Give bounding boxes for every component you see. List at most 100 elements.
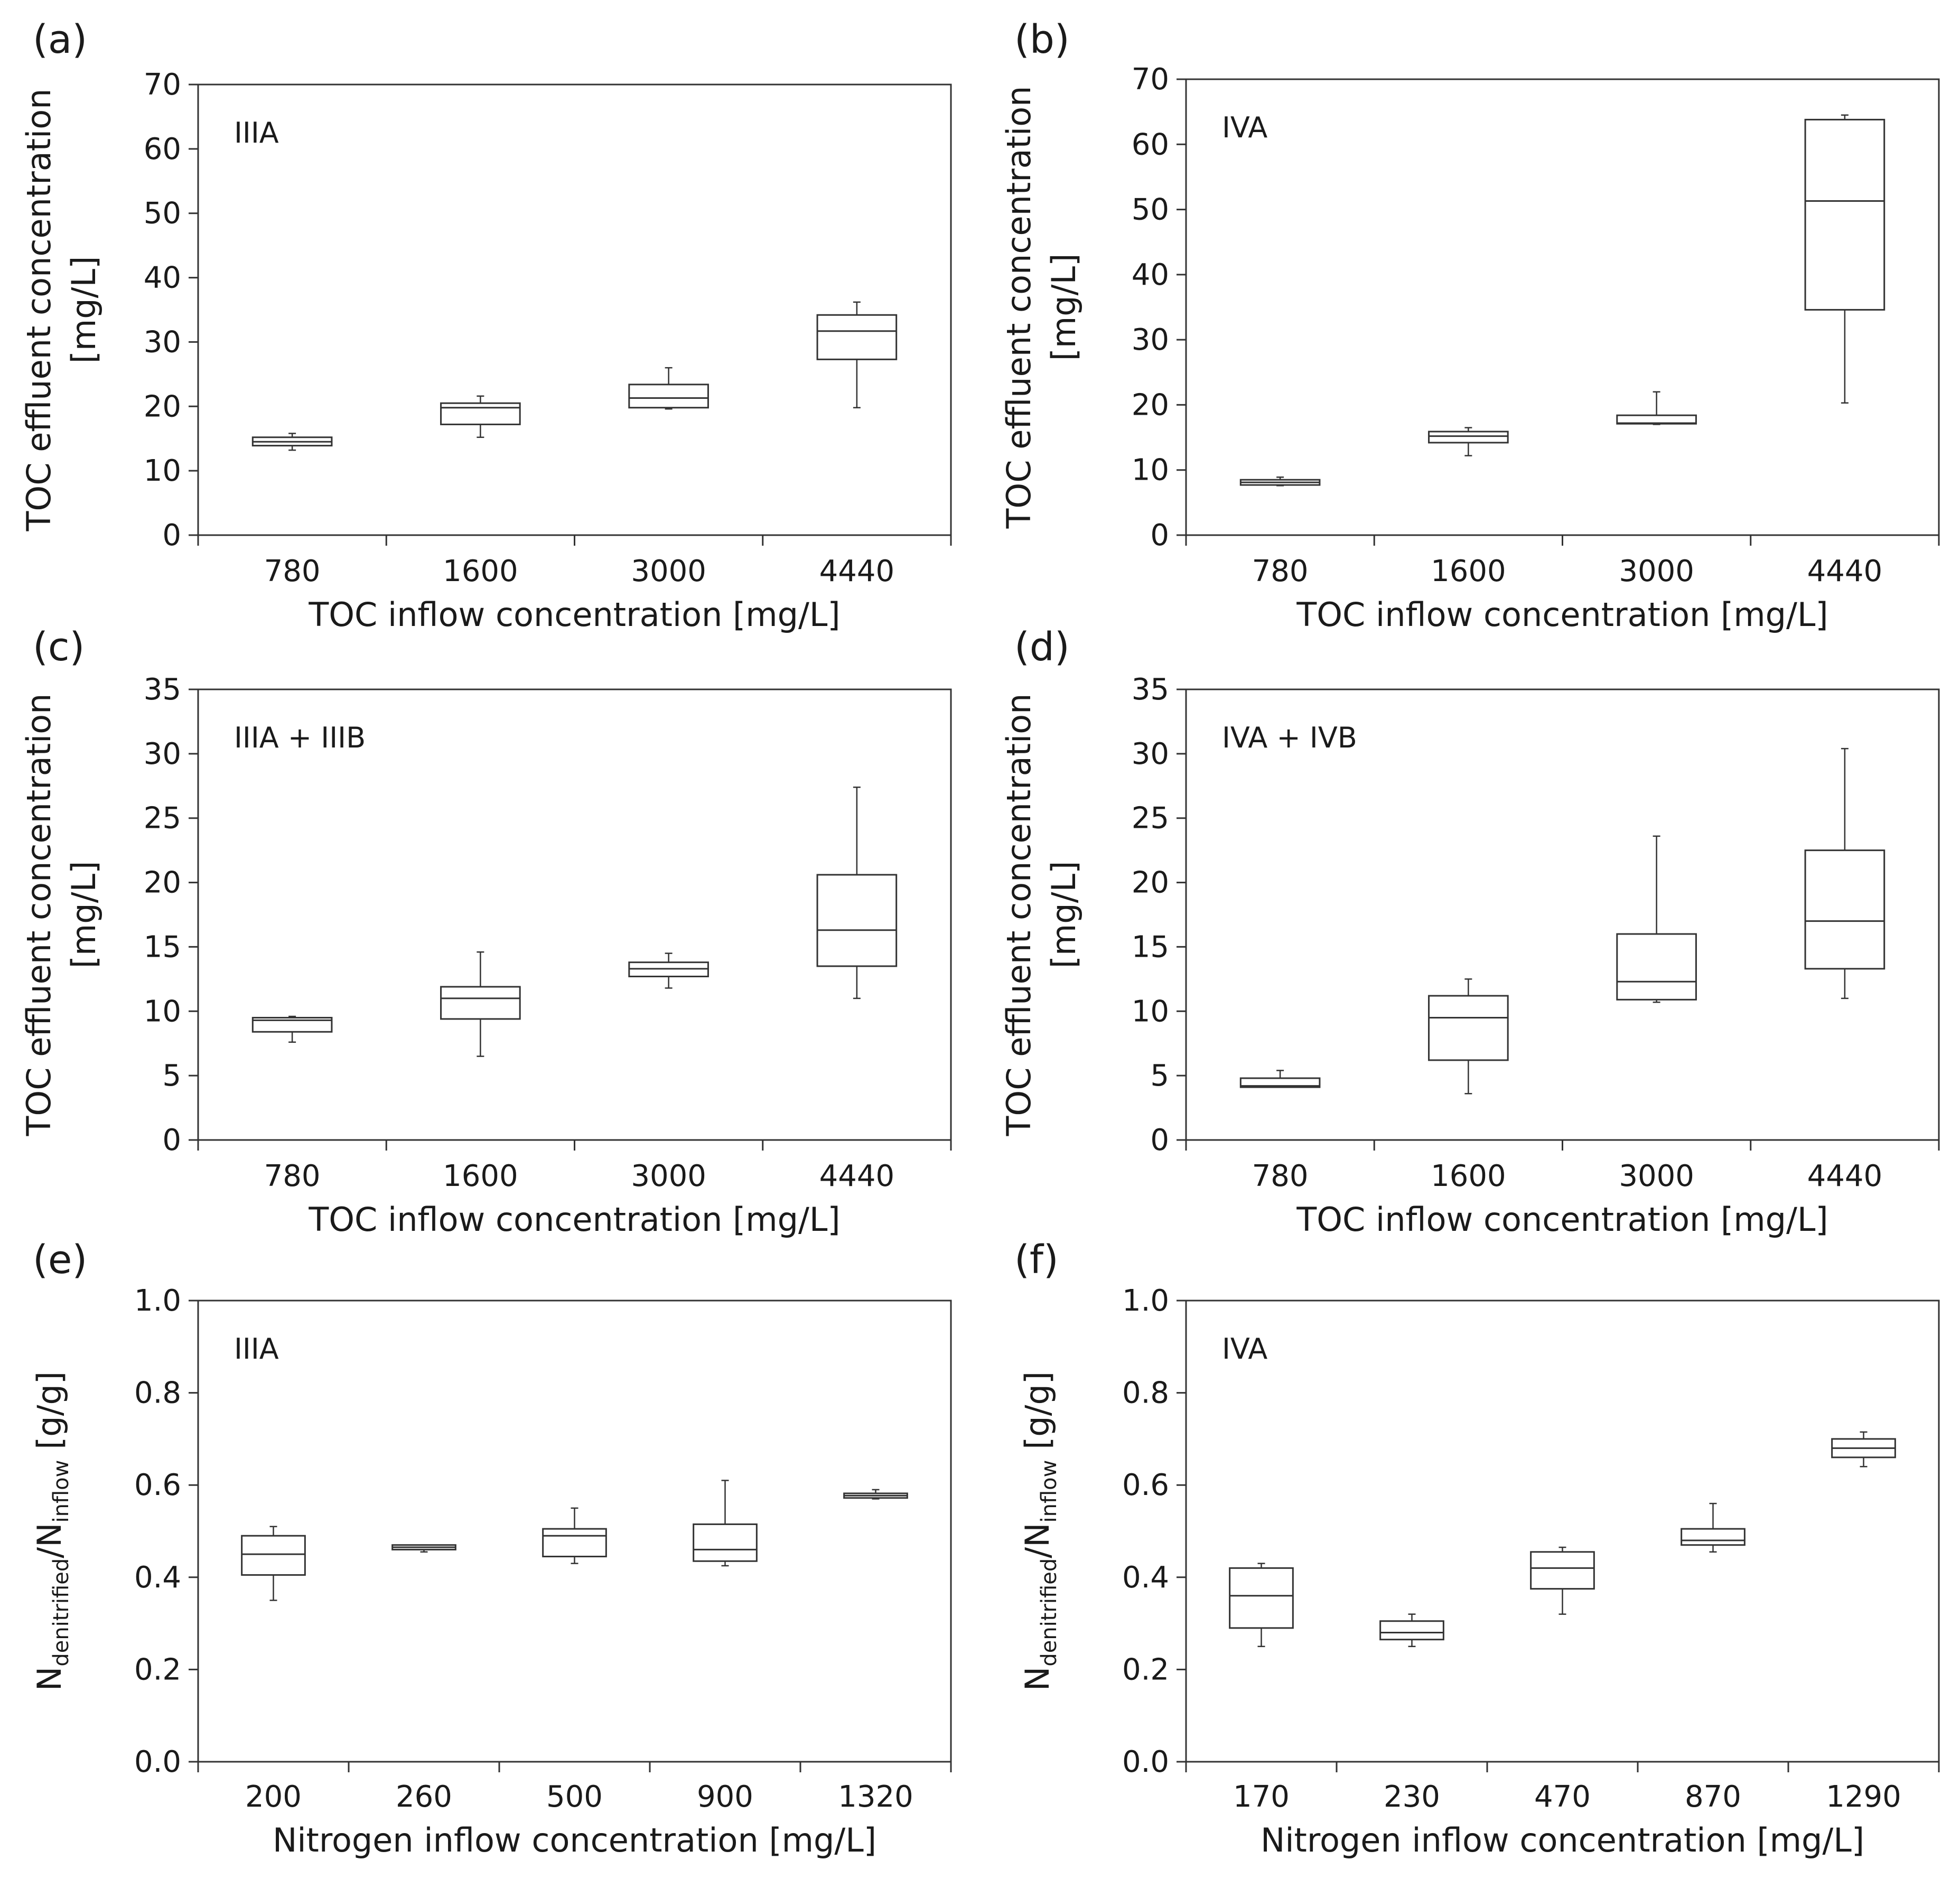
x-tick-label: 470 (1534, 1780, 1591, 1814)
y-tick-label: 60 (144, 132, 181, 166)
y-tick-label: 0.2 (1122, 1652, 1169, 1687)
y-tick-label: 0.4 (134, 1560, 181, 1595)
y-tick-label: 30 (1132, 737, 1169, 771)
y-tick-label: 50 (144, 197, 181, 231)
box-900 (693, 1480, 758, 1567)
box-1320 (843, 1489, 908, 1500)
x-axis-title: Nitrogen inflow concentration [mg/L] (273, 1821, 876, 1859)
y-tick-label: 1.0 (1122, 1284, 1169, 1318)
y-tick-label: 15 (1132, 930, 1169, 964)
x-tick-label: 1600 (443, 1159, 518, 1193)
y-tick-label: 25 (1132, 801, 1169, 836)
y-tick-label: 10 (144, 994, 181, 1029)
x-tick-label: 260 (396, 1780, 452, 1814)
x-tick-label: 4440 (819, 554, 895, 588)
y-tick-label: 70 (144, 68, 181, 102)
panel-letter: (b) (1014, 17, 1070, 62)
box-470 (1530, 1546, 1595, 1615)
box-260 (391, 1544, 456, 1553)
box-780 (1239, 1070, 1321, 1088)
y-tick-label: 0.0 (134, 1745, 181, 1779)
y-tick-label: 25 (144, 801, 181, 836)
y-tick-label: 0 (162, 1123, 181, 1157)
y-tick-label: 1.0 (134, 1284, 181, 1318)
y-tick-label: 20 (144, 866, 181, 900)
y-axis-title-n1: N (1018, 1667, 1057, 1691)
y-axis-title: Ndenitrified/Ninflow [g/g] (30, 1371, 73, 1691)
x-tick-label: 4440 (819, 1159, 895, 1193)
series-label: IVA (1222, 111, 1267, 144)
iqr-box (1804, 118, 1886, 311)
panel-a: (a) 0 10 20 30 40 50 60 70 780 1600 3000 4440 TOC inf… (20, 17, 952, 634)
box-1290 (1831, 1431, 1896, 1468)
iqr-box (1616, 933, 1697, 1001)
x-tick-label: 780 (1252, 1159, 1309, 1193)
panel-f: (f) 0.0 0.2 0.4 0.6 0.8 1.0 170 230 470 870 1290 Nit… (1014, 1237, 1940, 1859)
iqr-box (816, 314, 898, 360)
y-tick-label: 30 (144, 325, 181, 359)
y-tick-label: 5 (1150, 1059, 1169, 1093)
y-axis-title-unit: [g/g] (1018, 1371, 1057, 1460)
box-4440 (816, 786, 898, 999)
x-axis-title: TOC inflow concentration [mg/L] (1296, 595, 1828, 634)
x-tick-label: 3000 (631, 554, 706, 588)
panel-letter: (d) (1014, 624, 1070, 670)
y-tick-label: 35 (1132, 672, 1169, 707)
y-axis-title: TOC effluent concentration (1000, 694, 1038, 1137)
y-tick-label: 5 (162, 1059, 181, 1093)
box-3000 (628, 952, 709, 989)
y-axis-unit: [mg/L] (1044, 861, 1083, 969)
y-axis-title-slash: /N (30, 1522, 69, 1558)
x-tick-label: 4440 (1807, 554, 1883, 588)
y-tick-label: 10 (1132, 994, 1169, 1029)
x-tick-label: 200 (245, 1780, 302, 1814)
iqr-box (693, 1523, 758, 1562)
iqr-box (1681, 1528, 1746, 1546)
y-axis-title-sub2: inflow (1037, 1460, 1061, 1523)
iqr-box (241, 1535, 306, 1576)
box-4440 (1804, 114, 1886, 404)
x-tick-label: 3000 (1619, 554, 1694, 588)
y-axis-title: TOC effluent concentration (20, 694, 58, 1137)
y-axis-unit: [mg/L] (64, 256, 103, 364)
y-axis-title-sub2: inflow (49, 1460, 73, 1523)
x-tick-label: 1600 (443, 554, 518, 588)
y-tick-label: 15 (144, 930, 181, 964)
box-170 (1229, 1563, 1294, 1647)
iqr-box (1239, 1077, 1321, 1088)
iqr-box (440, 402, 521, 425)
x-tick-label: 780 (1252, 554, 1309, 588)
box-200 (241, 1526, 306, 1601)
iqr-box (1530, 1551, 1595, 1590)
y-axis-title-sub1: denitrified (49, 1558, 73, 1667)
box-230 (1379, 1613, 1444, 1647)
iqr-box (440, 986, 521, 1020)
box-3000 (1616, 835, 1697, 1003)
box-1600 (440, 951, 521, 1057)
plot-frame (197, 1300, 952, 1763)
y-tick-label: 0.8 (134, 1376, 181, 1410)
box-3000 (1616, 391, 1697, 425)
box-1600 (1428, 978, 1509, 1095)
iqr-box (1229, 1567, 1294, 1629)
y-tick-label: 0.8 (1122, 1376, 1169, 1410)
y-axis-title: Ndenitrified/Ninflow [g/g] (1018, 1371, 1061, 1691)
y-axis-unit: [mg/L] (64, 861, 103, 969)
y-axis-title-slash: /N (1018, 1522, 1057, 1558)
iqr-box (628, 384, 709, 409)
x-tick-label: 1600 (1431, 1159, 1506, 1193)
x-tick-label: 230 (1384, 1780, 1440, 1814)
iqr-box (1804, 849, 1886, 970)
y-tick-label: 0.0 (1122, 1745, 1169, 1779)
box-3000 (628, 367, 709, 410)
y-tick-label: 20 (1132, 388, 1169, 422)
box-1600 (1428, 427, 1509, 456)
box-870 (1681, 1502, 1746, 1553)
box-1600 (440, 395, 521, 438)
y-tick-label: 50 (1132, 193, 1169, 227)
x-tick-label: 3000 (1619, 1159, 1694, 1193)
x-tick-label: 900 (697, 1780, 753, 1814)
y-tick-label: 70 (1132, 62, 1169, 97)
y-axis-title-unit: [g/g] (30, 1371, 69, 1460)
